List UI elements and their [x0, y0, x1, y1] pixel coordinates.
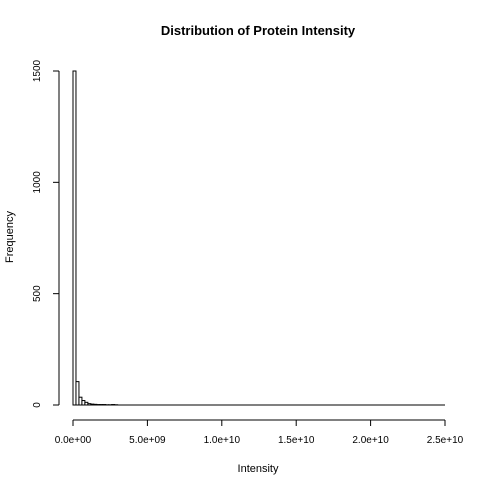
- x-tick-label-5: 2.5e+10: [427, 435, 464, 446]
- histogram-bar-0: [72, 70, 77, 406]
- y-tick-label-3: 1500: [32, 59, 43, 82]
- y-tick-label-2: 1000: [32, 171, 43, 194]
- chart-title: Distribution of Protein Intensity: [161, 23, 356, 38]
- x-tick-label-3: 1.5e+10: [278, 435, 315, 446]
- x-axis: 0.0e+00 5.0e+09 1.0e+10 1.5e+10 2.0e+10 2.5e+…: [55, 419, 464, 446]
- y-tick-label-1: 500: [32, 285, 43, 302]
- x-tick-label-0: 0.0e+00: [55, 435, 92, 446]
- y-axis: 0 500 1000 1500: [32, 59, 60, 408]
- x-axis-label: Intensity: [238, 463, 279, 475]
- y-axis-label: Frequency: [4, 211, 16, 263]
- x-tick-label-4: 2.0e+10: [352, 435, 389, 446]
- y-tick-label-0: 0: [32, 402, 43, 408]
- x-tick-label-2: 1.0e+10: [204, 435, 241, 446]
- x-tick-label-1: 5.0e+09: [129, 435, 166, 446]
- histogram-bar-1: [75, 381, 80, 406]
- histogram-bars: [72, 70, 445, 406]
